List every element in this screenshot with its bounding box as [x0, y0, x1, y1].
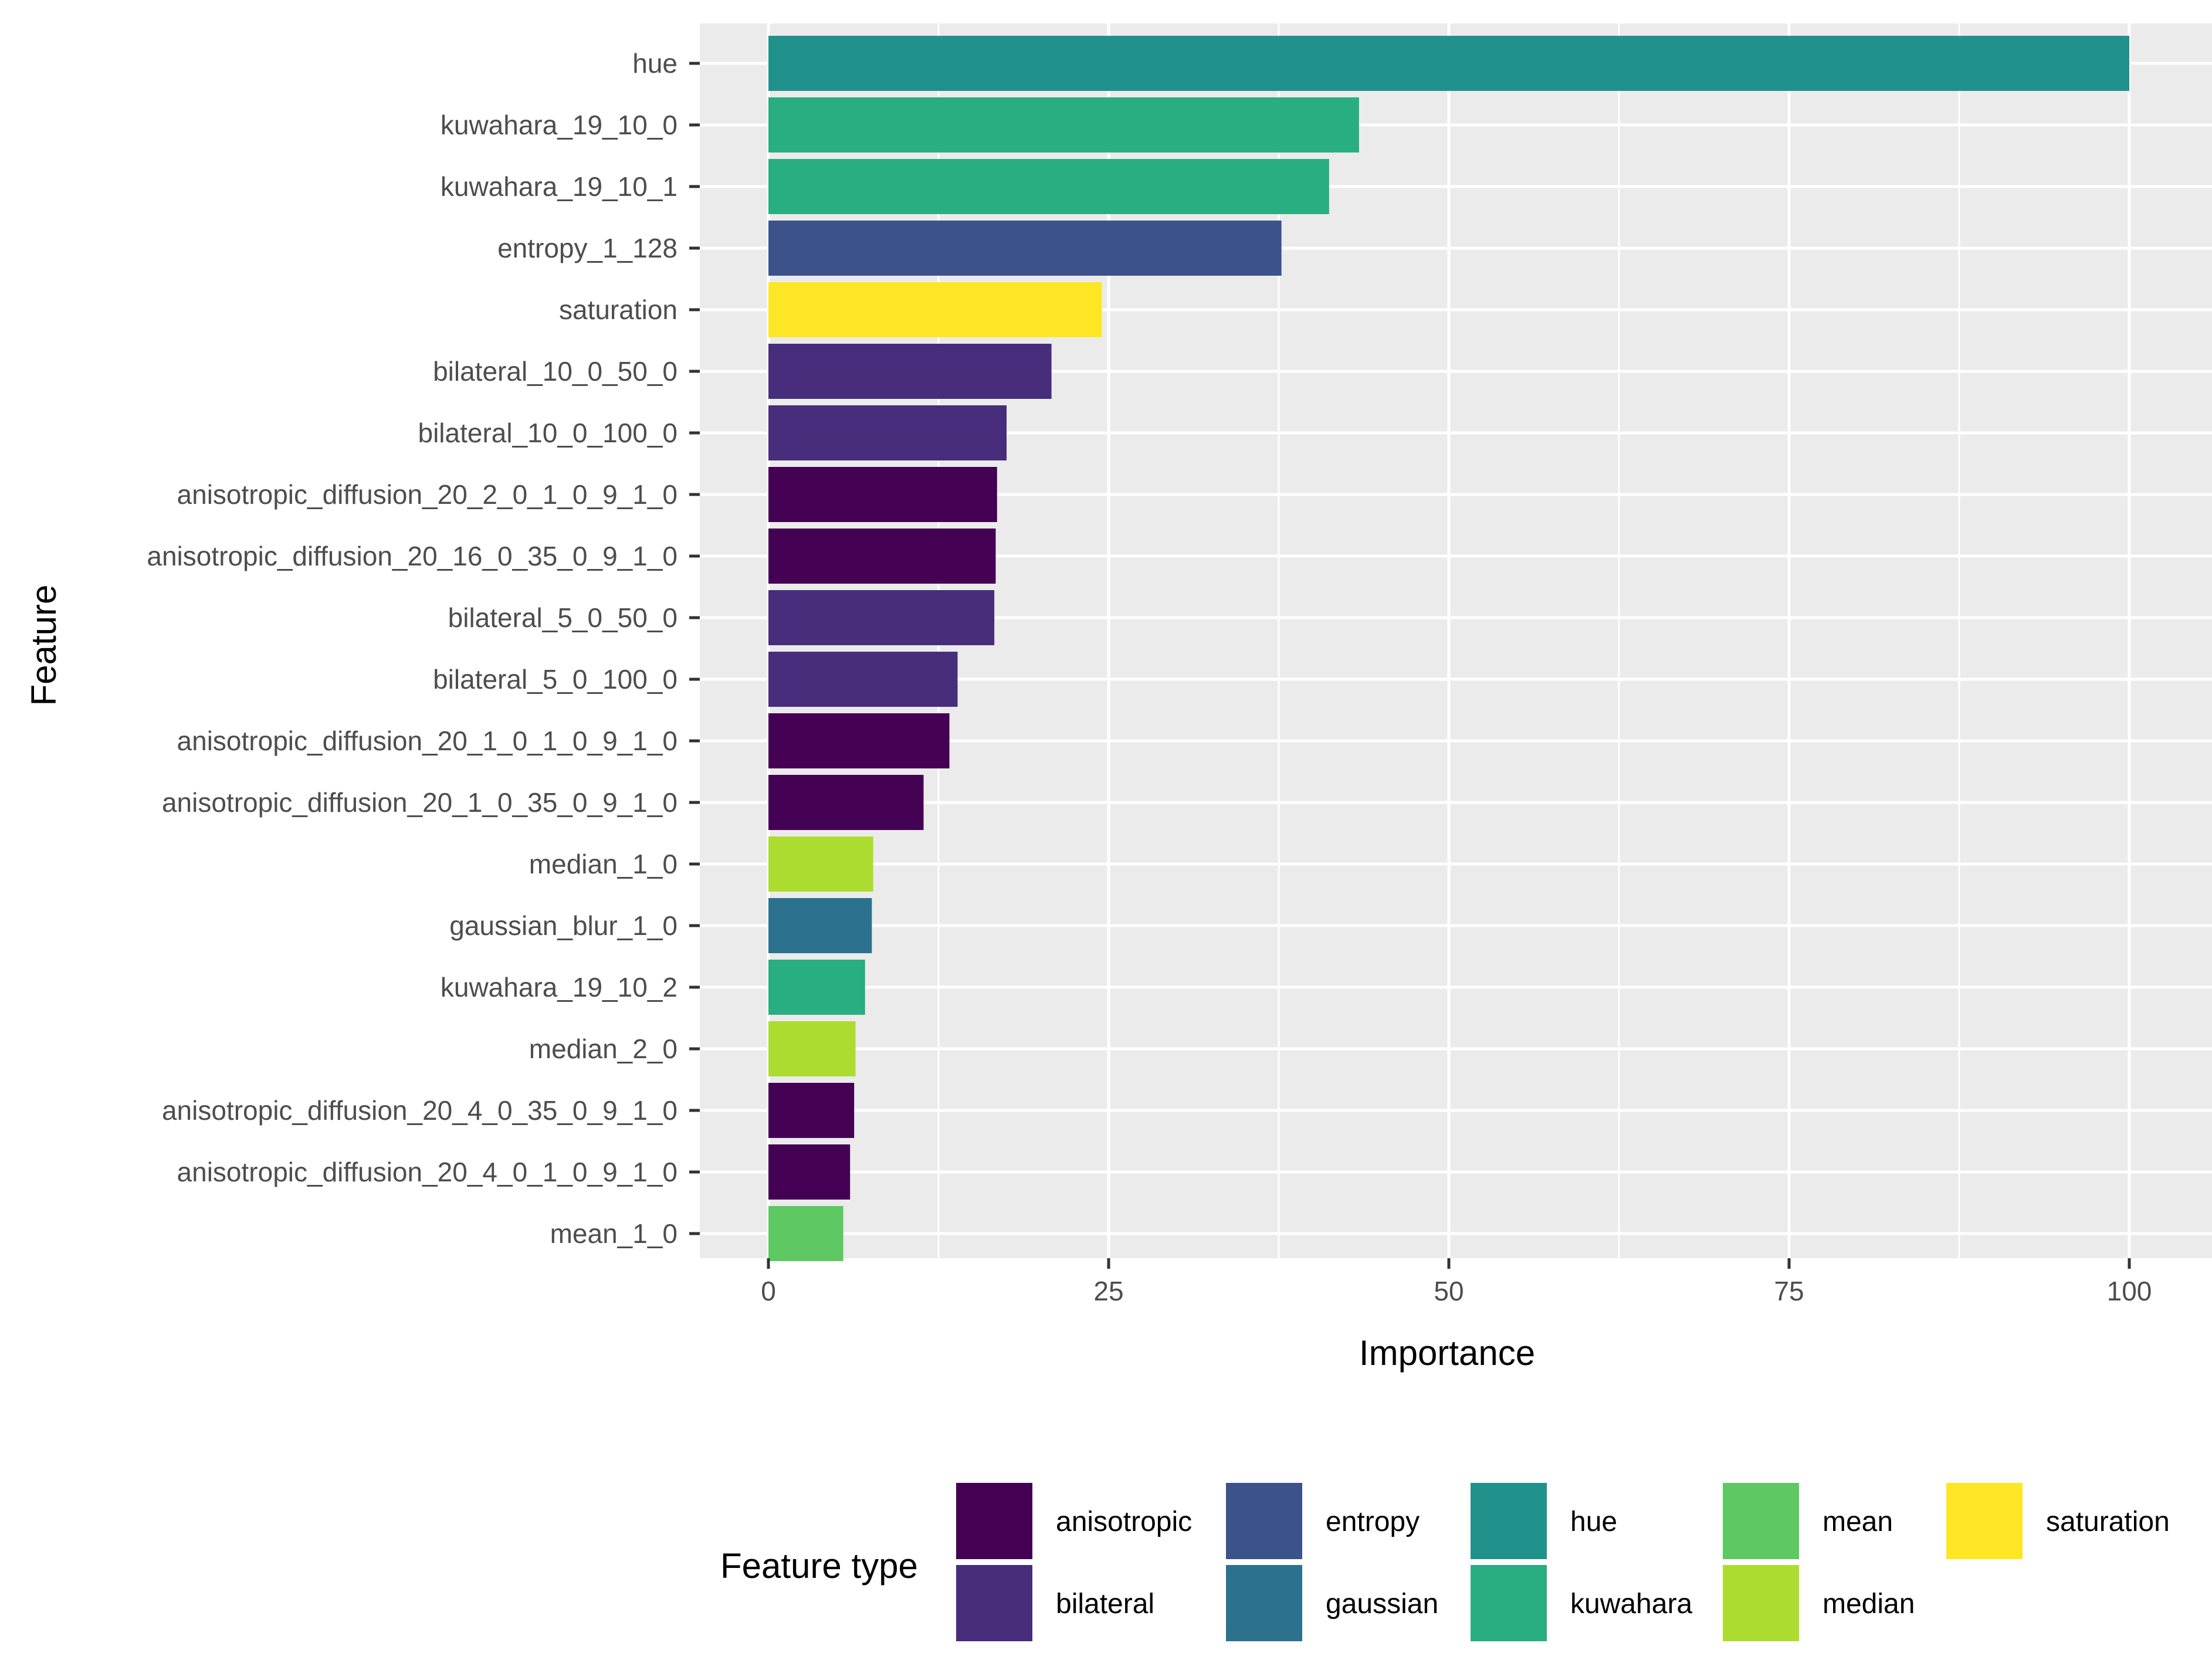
legend-label-gaussian: gaussian [1326, 1588, 1438, 1620]
legend: Feature type anisotropic bilateral entropy… [720, 1483, 2170, 1641]
bar-median_1_0 [768, 836, 873, 892]
legend-title: Feature type [720, 1546, 918, 1586]
y-tick-label: kuwahara_19_10_1 [441, 171, 678, 202]
legend-label-mean: mean [1823, 1506, 1893, 1537]
y-tick-label: kuwahara_19_10_0 [441, 110, 678, 140]
bar-median_2_0 [768, 1021, 856, 1076]
y-tick-label: bilateral_10_0_100_0 [418, 418, 678, 448]
bar-anisotropic_diffusion_20_1_0_1_0_9_1_0 [768, 713, 950, 768]
y-tick-label: gaussian_blur_1_0 [449, 910, 678, 941]
y-tick-label: bilateral_5_0_50_0 [448, 602, 678, 633]
x-tick-label: 50 [1434, 1276, 1464, 1306]
y-tick-label: median_2_0 [529, 1034, 678, 1064]
legend-label-hue: hue [1570, 1506, 1617, 1537]
y-tick-label: anisotropic_diffusion_20_16_0_35_0_9_1_0 [147, 541, 678, 571]
y-tick-label: anisotropic_diffusion_20_2_0_1_0_9_1_0 [177, 479, 678, 510]
x-tick-label: 100 [2107, 1276, 2152, 1306]
x-axis-title: Importance [1359, 1333, 1535, 1373]
legend-key-bilateral [956, 1565, 1032, 1641]
legend-label-median: median [1823, 1588, 1915, 1620]
bar-bilateral_10_0_50_0 [768, 344, 1052, 399]
y-tick-label: entropy_1_128 [497, 233, 678, 263]
bar-bilateral_5_0_100_0 [768, 652, 958, 707]
x-tick-label: 25 [1093, 1276, 1123, 1306]
legend-key-mean [1723, 1483, 1799, 1559]
bar-anisotropic_diffusion_20_16_0_35_0_9_1_0 [768, 529, 996, 584]
x-tick-label: 0 [761, 1276, 776, 1306]
legend-key-gaussian [1226, 1565, 1302, 1641]
y-tick-label: hue [632, 48, 678, 79]
bars [768, 36, 2129, 1261]
y-tick-label: saturation [559, 294, 678, 325]
legend-label-entropy: entropy [1326, 1506, 1420, 1537]
bar-bilateral_5_0_50_0 [768, 590, 995, 645]
bar-anisotropic_diffusion_20_2_0_1_0_9_1_0 [768, 467, 997, 522]
legend-key-saturation [1946, 1483, 2023, 1559]
y-tick-label: mean_1_0 [550, 1218, 678, 1249]
y-tick-label: median_1_0 [529, 849, 678, 879]
legend-key-median [1723, 1565, 1799, 1641]
bar-hue [768, 36, 2129, 91]
legend-key-hue [1471, 1483, 1547, 1559]
legend-label-anisotropic: anisotropic [1056, 1506, 1192, 1537]
y-tick-label: anisotropic_diffusion_20_1_0_1_0_9_1_0 [177, 726, 678, 756]
y-tick-label: kuwahara_19_10_2 [441, 972, 678, 1002]
legend-label-saturation: saturation [2046, 1506, 2170, 1537]
legend-label-bilateral: bilateral [1056, 1588, 1154, 1620]
y-tick-label: anisotropic_diffusion_20_4_0_1_0_9_1_0 [177, 1157, 678, 1187]
x-axis: 0 25 50 75 100 [761, 1258, 2152, 1306]
bar-bilateral_10_0_100_0 [768, 405, 1007, 460]
legend-key-kuwahara [1471, 1565, 1547, 1641]
bar-kuwahara_19_10_2 [768, 960, 865, 1015]
legend-label-kuwahara: kuwahara [1570, 1588, 1692, 1620]
y-axis: hue kuwahara_19_10_0 kuwahara_19_10_1entro… [147, 48, 700, 1249]
y-tick-label: anisotropic_diffusion_20_1_0_35_0_9_1_0 [162, 787, 678, 818]
bar-saturation [768, 282, 1102, 337]
bar-mean_1_0 [768, 1206, 844, 1261]
bar-entropy_1_128 [768, 221, 1282, 276]
y-tick-label: bilateral_5_0_100_0 [433, 664, 678, 695]
bar-anisotropic_diffusion_20_1_0_35_0_9_1_0 [768, 775, 924, 830]
y-tick-label: bilateral_10_0_50_0 [433, 356, 678, 387]
bar-anisotropic_diffusion_20_4_0_35_0_9_1_0 [768, 1083, 855, 1138]
bar-anisotropic_diffusion_20_4_0_1_0_9_1_0 [768, 1144, 851, 1200]
legend-key-entropy [1226, 1483, 1302, 1559]
y-axis-title: Feature [24, 585, 63, 706]
legend-key-anisotropic [956, 1483, 1032, 1559]
bar-gaussian_blur_1_0 [768, 898, 872, 953]
y-tick-label: anisotropic_diffusion_20_4_0_35_0_9_1_0 [162, 1095, 678, 1126]
x-tick-label: 75 [1774, 1276, 1804, 1306]
bar-kuwahara_19_10_1 [768, 159, 1329, 214]
bar-kuwahara_19_10_0 [768, 97, 1359, 153]
